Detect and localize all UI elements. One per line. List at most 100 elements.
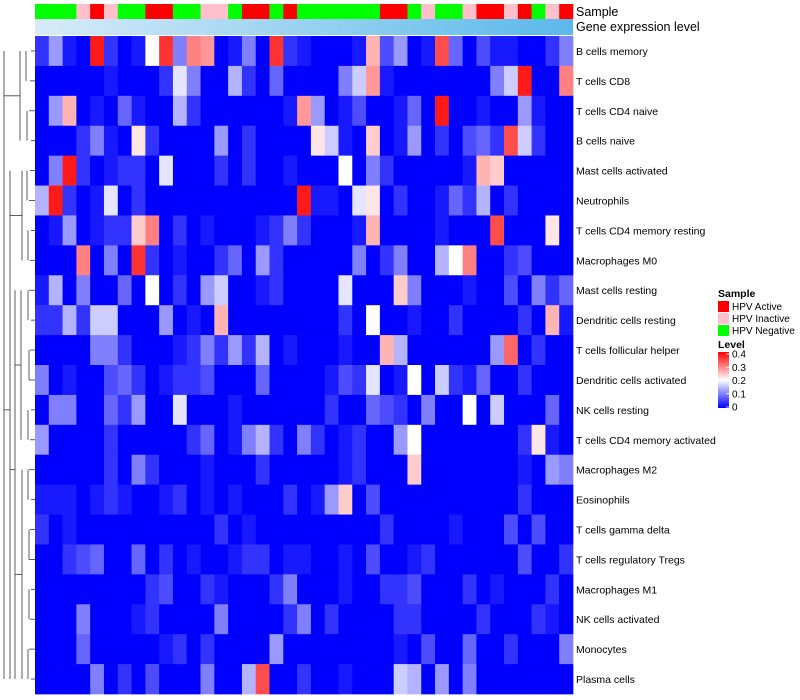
heatmap-cell <box>504 275 519 306</box>
heatmap-cell <box>559 365 574 396</box>
heatmap-cell <box>407 664 422 695</box>
heatmap-cell <box>531 634 546 665</box>
heatmap-cell <box>103 514 119 545</box>
heatmap-cell <box>379 65 395 97</box>
heatmap-cell <box>159 604 174 635</box>
heatmap-cell <box>90 514 105 545</box>
heatmap-cell <box>462 215 477 246</box>
heatmap-cell <box>172 514 188 545</box>
heatmap-cell <box>545 275 560 306</box>
heatmap-cell <box>255 484 270 515</box>
heatmap-cell <box>186 484 201 515</box>
heatmap-cell <box>559 604 574 635</box>
heatmap-cell <box>545 305 560 336</box>
heatmap-cell <box>76 305 91 336</box>
heatmap-cell <box>379 365 395 396</box>
heatmap-cell <box>379 36 395 67</box>
sample-annotation-cell <box>476 4 491 19</box>
heatmap-cell <box>435 365 450 396</box>
sample-annotation-cell <box>241 4 257 19</box>
heatmap-cell <box>490 664 505 695</box>
heatmap-cell <box>531 155 546 186</box>
heatmap-cell <box>255 604 270 635</box>
heatmap-cell <box>35 215 50 246</box>
heatmap-cell <box>531 335 546 366</box>
heatmap-cell <box>228 95 243 127</box>
heatmap-cell <box>255 215 270 246</box>
heatmap-cell <box>352 95 367 127</box>
row-label: B cells naive <box>576 136 635 148</box>
heatmap-cell <box>393 125 408 156</box>
sample-annotation-cell <box>131 4 146 19</box>
heatmap-cell <box>324 215 339 246</box>
heatmap-cell <box>241 634 257 665</box>
heatmap-cell <box>435 544 450 575</box>
heatmap-cell <box>435 335 450 366</box>
heatmap-cell <box>48 275 63 306</box>
heatmap-cell <box>228 424 243 456</box>
heatmap-cell <box>545 424 560 456</box>
heatmap-cell <box>214 305 229 336</box>
heatmap-cell <box>531 215 546 246</box>
heatmap-cell <box>448 514 463 545</box>
heatmap-cell <box>338 335 353 366</box>
heatmap-cell <box>517 245 532 276</box>
heatmap-cell <box>200 424 215 456</box>
sample-annotation-cell <box>393 4 408 19</box>
heatmap-cell <box>476 65 491 97</box>
sample-annotation-cell <box>48 4 63 19</box>
heatmap-cell <box>504 604 519 635</box>
row-label: NK cells resting <box>576 405 649 417</box>
heatmap-cell <box>200 275 215 306</box>
heatmap-cell <box>145 664 160 695</box>
heatmap-cell <box>131 664 146 695</box>
heatmap-cell <box>131 305 146 336</box>
heatmap-cell <box>352 604 367 635</box>
sample-annotation-strip <box>35 4 574 19</box>
heatmap-cell <box>90 664 105 695</box>
heatmap-cell <box>531 484 546 515</box>
heatmap-cell <box>172 454 188 485</box>
heatmap-cell <box>338 664 353 695</box>
heatmap-cell <box>297 125 312 156</box>
heatmap-cell <box>269 36 284 67</box>
heatmap-cell <box>269 365 284 396</box>
heatmap-cell <box>172 394 188 426</box>
heatmap-cell <box>517 155 532 186</box>
heatmap-cell <box>283 365 298 396</box>
heatmap-cell <box>407 36 422 67</box>
heatmap-cell <box>131 215 146 246</box>
heatmap-cell <box>490 604 505 635</box>
heatmap-cell <box>131 424 146 456</box>
heatmap-cell <box>103 634 119 665</box>
heatmap-cell <box>76 664 91 695</box>
heatmap-cell <box>241 664 257 695</box>
heatmap-cell <box>90 245 105 276</box>
heatmap-cell <box>186 305 201 336</box>
heatmap-cell <box>35 424 50 456</box>
heatmap-cell <box>35 125 50 156</box>
heatmap-cell <box>393 305 408 336</box>
heatmap-cell <box>531 664 546 695</box>
heatmap-cell <box>476 185 491 216</box>
heatmap-cell <box>366 484 381 515</box>
heatmap-cell <box>200 245 215 276</box>
heatmap-cell <box>214 125 229 156</box>
heatmap-cell <box>297 484 312 515</box>
heatmap-cell <box>352 514 367 545</box>
heatmap-cell <box>117 185 132 216</box>
row-labels: B cells memory T cells CD8 T cells CD4 nai… <box>576 46 716 686</box>
heatmap-cell <box>269 484 284 515</box>
heatmap-cell <box>269 394 284 426</box>
heatmap-cell <box>366 574 381 605</box>
heatmap-cell <box>145 544 160 575</box>
heatmap-cell <box>35 574 50 605</box>
heatmap-cell <box>366 604 381 635</box>
sample-annotation-cell <box>90 4 105 19</box>
heatmap-cell <box>159 484 174 515</box>
heatmap-cell <box>255 424 270 456</box>
sample-annotation-cell <box>228 4 243 19</box>
heatmap-cell <box>131 155 146 186</box>
heatmap-cell <box>159 574 174 605</box>
